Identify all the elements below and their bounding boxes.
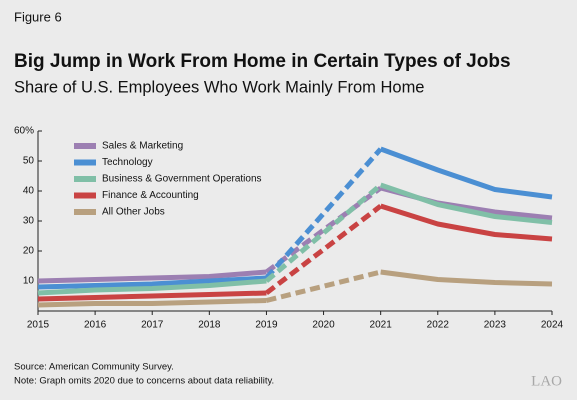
chart-subtitle: Share of U.S. Employees Who Work Mainly … (14, 78, 425, 96)
y-tick-label: 20 (23, 246, 35, 257)
x-tick-label: 2018 (198, 320, 221, 331)
line-segment (37, 278, 267, 296)
legend-label: Business & Government Operations (102, 174, 262, 185)
legend-label: Technology (102, 157, 153, 168)
x-tick-label: 2015 (27, 320, 50, 331)
gap-bridge (265, 269, 382, 303)
line-segment (379, 146, 553, 200)
note: Note: Graph omits 2020 due to concerns a… (14, 376, 274, 387)
source: Source: American Community Survey. (14, 362, 174, 373)
x-tick-label: 2017 (141, 320, 164, 331)
y-tick-label: 40 (23, 186, 35, 197)
x-tick-label: 2021 (370, 320, 393, 331)
x-tick-label: 2019 (255, 320, 278, 331)
y-tick-label: 10 (23, 276, 35, 287)
gap-bridge (264, 204, 383, 295)
x-tick-label: 2024 (541, 320, 564, 331)
x-tick-label: 2016 (84, 320, 107, 331)
line-segment (37, 269, 267, 284)
line-segment (380, 269, 553, 287)
line-segment (379, 203, 553, 242)
figure-label: Figure 6 (14, 9, 62, 24)
y-tick-label: 30 (23, 216, 35, 227)
legend-label: All Other Jobs (102, 207, 165, 218)
line-segment (37, 298, 267, 308)
y-tick-label: 50 (23, 156, 35, 167)
gap-bridge (264, 183, 383, 283)
chart-title: Big Jump in Work From Home in Certain Ty… (14, 51, 511, 72)
logo: LAO (531, 373, 562, 389)
x-tick-label: 2023 (484, 320, 507, 331)
line-segment (37, 290, 267, 302)
legend-label: Sales & Marketing (102, 141, 183, 152)
x-tick-label: 2020 (312, 320, 335, 331)
legend-label: Finance & Accounting (102, 190, 199, 201)
gap-bridge (264, 147, 383, 280)
y-tick-label: 60% (14, 126, 34, 137)
gap-bridge (264, 185, 383, 275)
x-tick-label: 2022 (427, 320, 450, 331)
line-segment (37, 275, 267, 290)
line-segment (379, 182, 553, 225)
